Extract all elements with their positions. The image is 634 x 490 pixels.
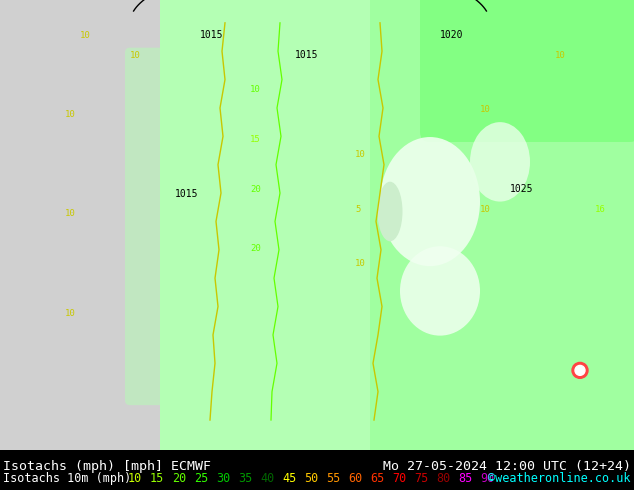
Text: 50: 50 (304, 471, 318, 485)
Text: 10: 10 (130, 50, 141, 60)
Ellipse shape (377, 182, 403, 241)
Text: 65: 65 (370, 471, 384, 485)
Text: 25: 25 (194, 471, 208, 485)
Text: 20: 20 (250, 185, 261, 194)
FancyBboxPatch shape (420, 0, 634, 142)
Text: 1015: 1015 (175, 189, 198, 198)
Text: 1025: 1025 (510, 184, 533, 194)
Text: 45: 45 (282, 471, 296, 485)
Text: 10: 10 (480, 105, 491, 114)
Ellipse shape (470, 122, 530, 201)
Text: 10: 10 (250, 85, 261, 95)
Text: 5: 5 (355, 204, 360, 214)
Circle shape (575, 366, 585, 375)
Text: 75: 75 (414, 471, 428, 485)
Text: 16: 16 (595, 204, 605, 214)
Text: 10: 10 (65, 110, 75, 119)
Text: Isotachs (mph) [mph] ECMWF: Isotachs (mph) [mph] ECMWF (3, 460, 211, 472)
Text: 10: 10 (480, 204, 491, 214)
Ellipse shape (400, 246, 480, 336)
Text: 15: 15 (250, 135, 261, 144)
Text: 55: 55 (326, 471, 340, 485)
Bar (370, 0, 634, 450)
Text: 20: 20 (172, 471, 186, 485)
Text: 10: 10 (555, 50, 566, 60)
Text: Mo 27-05-2024 12:00 UTC (12+24): Mo 27-05-2024 12:00 UTC (12+24) (383, 460, 631, 472)
Polygon shape (0, 0, 160, 450)
Ellipse shape (380, 137, 480, 266)
Text: 10: 10 (128, 471, 142, 485)
Circle shape (572, 363, 588, 378)
Bar (0, 0, 160, 450)
Text: 70: 70 (392, 471, 406, 485)
Text: Isotachs 10m (mph): Isotachs 10m (mph) (3, 471, 131, 485)
Text: 1015: 1015 (200, 30, 224, 40)
Text: 30: 30 (216, 471, 230, 485)
FancyBboxPatch shape (125, 48, 225, 405)
Text: 10: 10 (65, 209, 75, 219)
Text: 1015: 1015 (295, 49, 318, 60)
Text: 20: 20 (250, 244, 261, 253)
Text: 10: 10 (355, 259, 366, 268)
Text: 80: 80 (436, 471, 450, 485)
Text: 1020: 1020 (440, 30, 463, 40)
Text: 10: 10 (65, 309, 75, 318)
Text: 90: 90 (480, 471, 495, 485)
Text: 60: 60 (348, 471, 362, 485)
Text: 85: 85 (458, 471, 472, 485)
Text: 35: 35 (238, 471, 252, 485)
Text: 10: 10 (355, 150, 366, 159)
Text: 15: 15 (150, 471, 164, 485)
Text: ©weatheronline.co.uk: ©weatheronline.co.uk (489, 471, 631, 485)
Text: 40: 40 (260, 471, 275, 485)
Text: 10: 10 (80, 31, 91, 40)
